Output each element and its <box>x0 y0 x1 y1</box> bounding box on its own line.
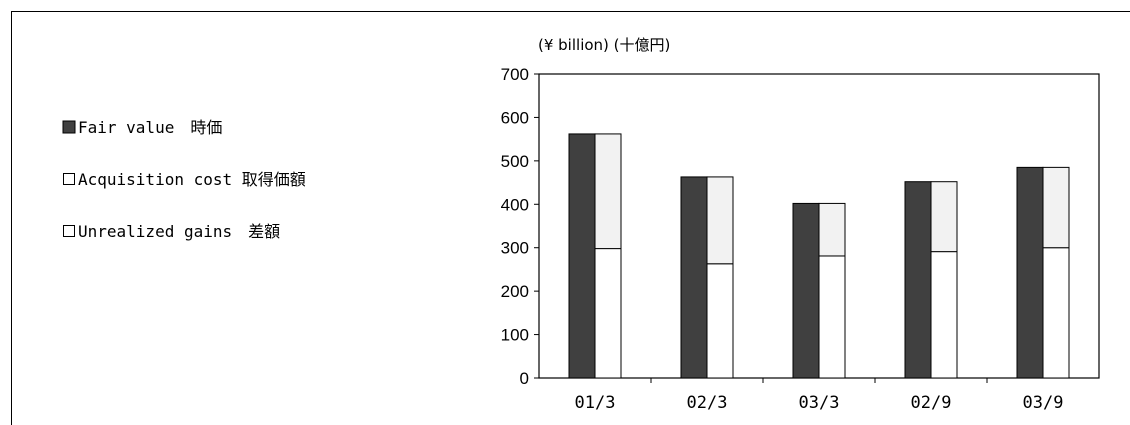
bar-acquisition-cost <box>1042 247 1070 379</box>
bar-fair-value <box>568 133 596 379</box>
bar-fair-value <box>904 181 932 379</box>
bar-acquisition-cost <box>594 248 622 379</box>
legend-swatch-acquisition-cost <box>62 171 76 191</box>
y-tick-label: 500 <box>501 152 529 171</box>
bar-fair-value <box>1016 166 1044 379</box>
bar-unrealized-gains <box>706 176 734 265</box>
x-tick-label: 02/9 <box>911 393 952 413</box>
legend-label-acquisition-cost: Acquisition cost 取得価額 <box>78 170 306 189</box>
bar-unrealized-gains <box>818 202 846 257</box>
frame-left-border <box>11 11 12 425</box>
y-tick-label: 400 <box>501 195 529 214</box>
bar-acquisition-cost <box>706 263 734 379</box>
x-tick-label: 03/3 <box>799 393 840 413</box>
bar-fair-value <box>792 202 820 379</box>
frame-top-border <box>11 11 1130 12</box>
bar-unrealized-gains <box>1042 166 1070 249</box>
x-tick-label: 01/3 <box>575 393 616 413</box>
legend-swatch-unrealized-gains <box>62 223 76 243</box>
legend-label-unrealized-gains: Unrealized gains 差額 <box>78 222 281 241</box>
y-tick-label: 600 <box>501 108 529 127</box>
legend-label-fair-value: Fair value 時価 <box>78 118 223 137</box>
bar-acquisition-cost <box>930 251 958 379</box>
y-tick-label: 100 <box>501 326 529 345</box>
bar-acquisition-cost <box>818 255 846 379</box>
x-tick-label: 02/3 <box>687 393 728 413</box>
y-tick-label: 0 <box>520 369 529 388</box>
bar-unrealized-gains <box>594 133 622 250</box>
bar-fair-value <box>680 176 708 379</box>
chart-unit-label: (¥ billion) (十億円) <box>538 36 671 54</box>
legend: Fair value 時価 Acquisition cost 取得価額 Unre… <box>62 118 306 242</box>
x-tick-label: 03/9 <box>1023 393 1064 413</box>
legend-item-acquisition-cost: Acquisition cost 取得価額 <box>62 170 306 190</box>
legend-item-unrealized-gains: Unrealized gains 差額 <box>62 222 306 242</box>
y-tick-label: 300 <box>501 239 529 258</box>
y-tick-label: 700 <box>501 65 529 84</box>
bar-unrealized-gains <box>930 181 958 253</box>
legend-item-fair-value: Fair value 時価 <box>62 118 306 138</box>
legend-swatch-fair-value <box>62 119 76 139</box>
y-tick-label: 200 <box>501 282 529 301</box>
